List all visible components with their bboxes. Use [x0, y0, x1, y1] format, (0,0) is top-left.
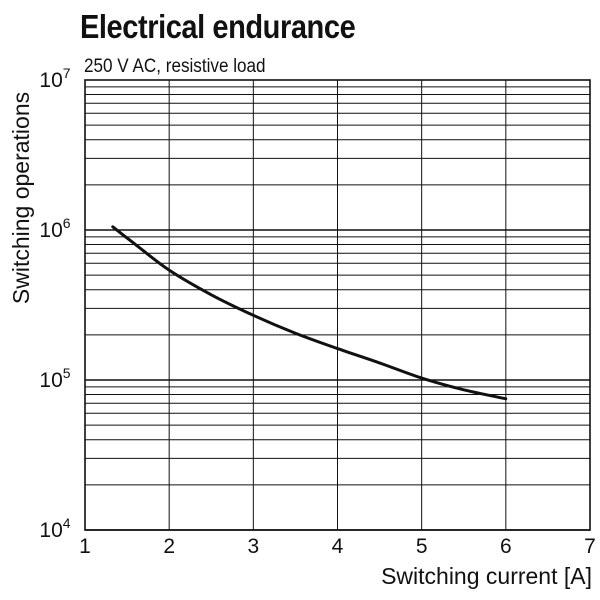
x-tick-labels: 1 2 3 4 5 6 7: [79, 535, 596, 558]
x-tick-label: 5: [416, 535, 428, 558]
endurance-curve: [111, 225, 508, 401]
x-tick-label: 6: [500, 535, 512, 558]
y-tick-label: 106: [39, 215, 70, 242]
chart-subtitle: 250 V AC, resistive load: [84, 56, 266, 77]
x-tick-label: 7: [584, 535, 596, 558]
series-layer: [111, 225, 508, 401]
y-tick-label: 105: [39, 365, 70, 392]
y-axis-label: Switching operations: [8, 92, 34, 304]
plot-frame: [84, 79, 591, 531]
x-tick-label: 1: [79, 535, 91, 558]
y-tick-label: 107: [39, 65, 70, 92]
major-gridlines: [84, 80, 591, 531]
x-tick-label: 3: [247, 535, 259, 558]
x-axis-label: Switching current [A]: [381, 563, 592, 589]
chart-title: Electrical endurance: [80, 8, 356, 45]
y-tick-label: 104: [39, 515, 70, 542]
x-tick-label: 2: [163, 535, 175, 558]
y-tick-labels: 104 105 106 107: [39, 65, 70, 542]
x-tick-label: 4: [332, 535, 344, 558]
